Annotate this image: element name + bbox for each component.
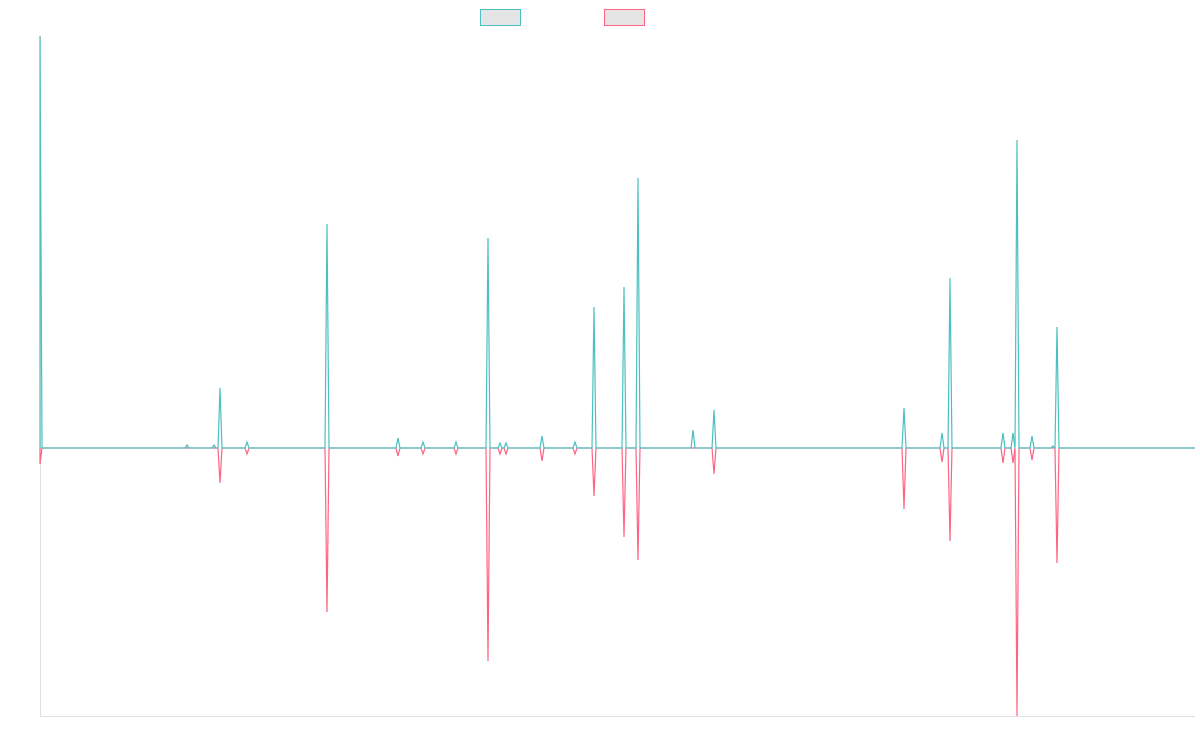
legend-swatch-series-a[interactable]: [480, 9, 521, 26]
legend-swatch-series-b[interactable]: [604, 9, 645, 26]
series-line-1: [39, 447, 1195, 717]
legend: [480, 9, 645, 26]
series-line-0: [39, 35, 1195, 450]
plot-area: [39, 35, 1195, 717]
